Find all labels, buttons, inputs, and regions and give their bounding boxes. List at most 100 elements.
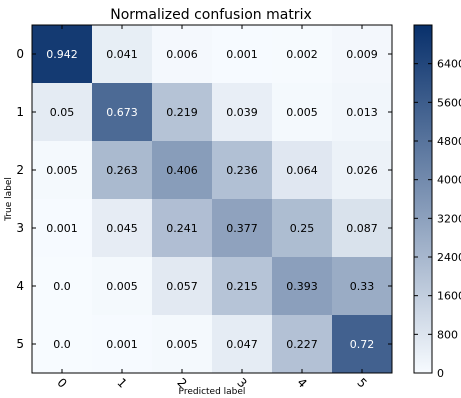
heatmap-cell (332, 257, 393, 316)
colorbar-tick-label: 5600 (437, 96, 461, 109)
colorbar-tick-label: 2400 (437, 251, 461, 264)
heatmap-cell (212, 141, 273, 200)
cell-value-label: 0.006 (166, 48, 198, 61)
y-tick-label: 1 (16, 105, 24, 119)
cell-value-label: 0.041 (106, 48, 138, 61)
cell-value-label: 0.673 (106, 106, 138, 119)
cell-value-label: 0.005 (46, 164, 78, 177)
colorbar-tick-label: 3200 (437, 212, 461, 225)
colorbar-tick-label: 1600 (437, 290, 461, 303)
heatmap-cell (332, 83, 393, 142)
heatmap-cell (332, 141, 393, 200)
heatmap-cell (272, 315, 333, 374)
y-tick-label: 4 (16, 279, 24, 293)
colorbar-tick-label: 800 (437, 328, 458, 341)
cell-value-label: 0.942 (46, 48, 78, 61)
colorbar-tick-label: 0 (437, 367, 444, 380)
heatmap-cell (332, 25, 393, 84)
heatmap-cell (212, 315, 273, 374)
heatmap-cell (32, 25, 93, 84)
cell-value-label: 0.005 (106, 280, 138, 293)
heatmap-cell (332, 315, 393, 374)
heatmap-cell (212, 257, 273, 316)
heatmap-cell (92, 141, 153, 200)
y-tick-label: 0 (16, 47, 24, 61)
y-axis-label: True label (4, 177, 14, 222)
heatmap-cell (272, 257, 333, 316)
heatmap-cell (152, 25, 213, 84)
cell-value-label: 0.001 (46, 222, 78, 235)
colorbar-tick-label: 6400 (437, 58, 461, 71)
cell-value-label: 0.001 (106, 338, 138, 351)
cell-value-label: 0.25 (290, 222, 315, 235)
heatmap-cells (32, 25, 393, 374)
x-tick-label: 0 (54, 375, 69, 390)
heatmap-cell (32, 315, 93, 374)
cell-value-label: 0.013 (346, 106, 378, 119)
heatmap-cell (152, 257, 213, 316)
colorbar-ticks: 0 800 1600 2400 3200 4000 4800 5600 6400 (414, 58, 461, 380)
heatmap-cell (212, 25, 273, 84)
cell-value-label: 0.215 (226, 280, 258, 293)
cell-value-label: 0.005 (166, 338, 198, 351)
cell-value-label: 0.236 (226, 164, 258, 177)
heatmap-cell (212, 199, 273, 258)
cell-value-label: 0.227 (286, 338, 318, 351)
cell-value-label: 0.0 (53, 338, 71, 351)
heatmap-cell (152, 315, 213, 374)
heatmap-cell (152, 199, 213, 258)
heatmap-cell (212, 83, 273, 142)
heatmap-cell (272, 199, 333, 258)
y-tick-label: 3 (16, 221, 24, 235)
y-axis-ticks: 0 1 2 3 4 5 (16, 47, 392, 351)
cell-value-label: 0.005 (286, 106, 318, 119)
cell-value-label: 0.33 (350, 280, 375, 293)
x-tick-label: 5 (354, 375, 369, 390)
cell-value-label: 0.05 (50, 106, 75, 119)
cell-value-label: 0.009 (346, 48, 378, 61)
heatmap-cell (32, 199, 93, 258)
x-tick-label: 1 (114, 375, 129, 390)
heatmap-cell-labels: 0.942 0.041 0.006 0.001 0.002 0.009 0.05 0.673 0… (46, 48, 378, 351)
heatmap-cell (152, 83, 213, 142)
colorbar-tick-label: 4000 (437, 174, 461, 187)
y-tick-label: 2 (16, 163, 24, 177)
heatmap-cell (32, 83, 93, 142)
cell-value-label: 0.241 (166, 222, 198, 235)
cell-value-label: 0.393 (286, 280, 318, 293)
colorbar-tick-label: 4800 (437, 135, 461, 148)
x-tick-label: 4 (294, 375, 309, 390)
cell-value-label: 0.002 (286, 48, 318, 61)
cell-value-label: 0.045 (106, 222, 138, 235)
cell-value-label: 0.263 (106, 164, 138, 177)
cell-value-label: 0.219 (166, 106, 198, 119)
cell-value-label: 0.377 (226, 222, 258, 235)
cell-value-label: 0.047 (226, 338, 258, 351)
cell-value-label: 0.057 (166, 280, 198, 293)
colorbar (413, 24, 433, 374)
heatmap-cell (152, 141, 213, 200)
x-axis-label: Predicted label (179, 387, 246, 397)
heatmap-cell (92, 25, 153, 84)
heatmap-cell (272, 141, 333, 200)
heatmap-cell (92, 257, 153, 316)
heatmap-cell (92, 199, 153, 258)
heatmap-cell (92, 83, 153, 142)
cell-value-label: 0.0 (53, 280, 71, 293)
y-tick-label: 5 (16, 337, 24, 351)
heatmap-cell (32, 141, 93, 200)
heatmap-cell (332, 199, 393, 258)
heatmap-cell (272, 25, 333, 84)
heatmap-cell (272, 83, 333, 142)
cell-value-label: 0.001 (226, 48, 258, 61)
heatmap-cell (32, 257, 93, 316)
cell-value-label: 0.064 (286, 164, 318, 177)
heatmap-cell (92, 315, 153, 374)
cell-value-label: 0.087 (346, 222, 378, 235)
cell-value-label: 0.039 (226, 106, 258, 119)
chart-title: Normalized confusion matrix (110, 7, 312, 23)
cell-value-label: 0.406 (166, 164, 198, 177)
plot-frame (31, 24, 393, 374)
cell-value-label: 0.026 (346, 164, 378, 177)
